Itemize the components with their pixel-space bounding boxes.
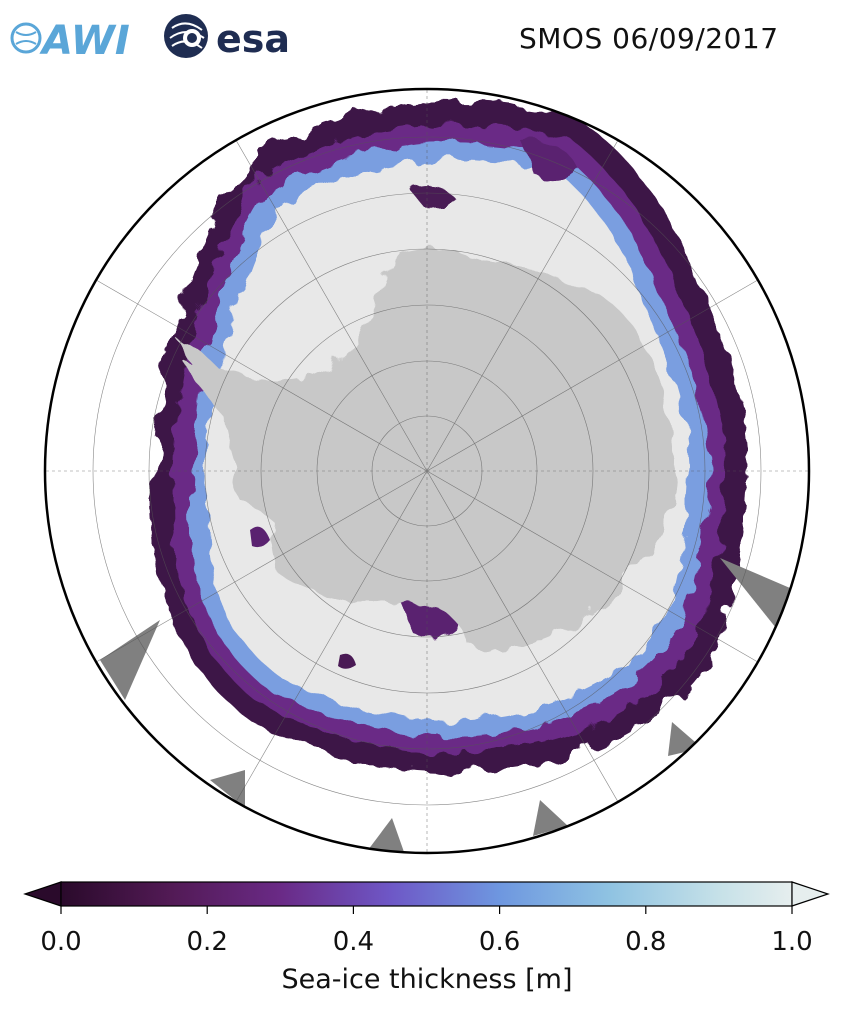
colorbar-extend-max: [791, 881, 830, 907]
meridian-line: [426, 279, 758, 472]
colorbar: 0.0 0.2 0.4 0.6 0.8 1.0: [23, 881, 830, 957]
colorbar-tick-label: 0.8: [625, 927, 666, 957]
antarctic-peninsula: [176, 338, 228, 410]
meridian-line: [235, 140, 428, 472]
awi-logo-text: AWI: [39, 18, 130, 64]
logos: AWI esa: [10, 14, 290, 64]
colorbar-extend-min: [23, 881, 62, 907]
colorbar-gradient: [60, 881, 793, 907]
colorbar-label: Sea-ice thickness [m]: [281, 964, 573, 995]
colorbar-tick-label: 0.0: [40, 927, 81, 957]
meridian-line: [96, 279, 428, 472]
missing-data-wedge: [210, 770, 245, 808]
colorbar-tick-label: 0.6: [479, 927, 520, 957]
awi-globe-icon: [10, 22, 42, 54]
meridian-line: [235, 470, 428, 802]
colorbar-tick-label: 0.2: [187, 927, 228, 957]
missing-data-wedge: [100, 620, 160, 700]
missing-data-wedge: [533, 800, 568, 836]
meridian-line: [426, 470, 758, 663]
esa-logo: esa: [164, 14, 290, 61]
polar-map: [43, 87, 811, 855]
antarctica-landmass: [182, 247, 676, 652]
map-frame: [43, 87, 811, 855]
latitude-circle: [92, 136, 762, 806]
latitude-circle: [260, 304, 594, 638]
colorbar-tick-label: 0.4: [333, 927, 374, 957]
esa-logo-text: esa: [216, 17, 290, 61]
meridian-line: [426, 140, 619, 472]
colorbar-tick-label: 1.0: [771, 927, 812, 957]
graticule: [45, 89, 809, 853]
meridian-line: [96, 470, 428, 663]
awi-logo: AWI: [10, 18, 130, 64]
missing-data-wedge: [368, 818, 404, 852]
meridian-line: [426, 470, 619, 802]
map-title: SMOS 06/09/2017: [519, 22, 779, 55]
missing-data-wedge: [720, 558, 790, 628]
